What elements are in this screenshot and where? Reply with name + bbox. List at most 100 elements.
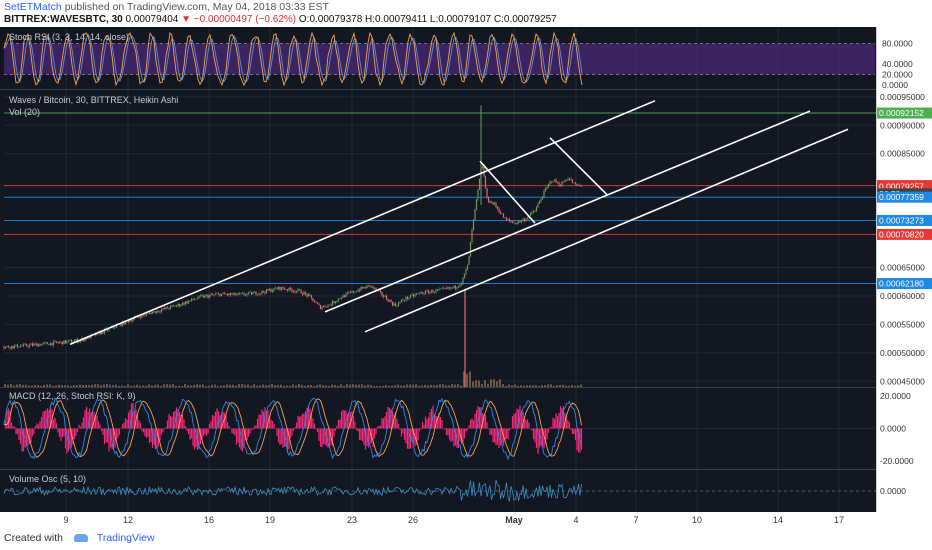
volume-bar bbox=[226, 384, 228, 387]
macd-pane-label: MACD (12, 26, Stoch RSI: K, 9) bbox=[9, 391, 136, 401]
macd-histogram-bar bbox=[301, 413, 304, 429]
macd-histogram-bar bbox=[385, 411, 388, 429]
macd-histogram-bar bbox=[328, 428, 331, 447]
macd-histogram-bar bbox=[336, 425, 338, 429]
volume-bar bbox=[553, 385, 555, 387]
candle-body bbox=[535, 207, 538, 211]
macd-histogram-bar bbox=[559, 406, 562, 429]
candle-body bbox=[321, 307, 323, 309]
macd-histogram-bar bbox=[405, 428, 407, 444]
candle-body bbox=[258, 293, 260, 295]
volume-bar bbox=[367, 384, 369, 387]
candle-body bbox=[366, 285, 368, 289]
candle-body bbox=[199, 295, 202, 297]
macd-histogram-bar bbox=[451, 428, 454, 441]
candle-body bbox=[462, 277, 464, 284]
candle-body bbox=[523, 219, 526, 222]
macd-histogram-bar bbox=[105, 428, 107, 443]
candle-body bbox=[451, 287, 454, 289]
macd-histogram-bar bbox=[391, 411, 394, 429]
volume-bar bbox=[157, 384, 159, 387]
macd-histogram-bar bbox=[402, 428, 404, 434]
candle-body bbox=[180, 305, 182, 307]
macd-histogram-bar bbox=[316, 428, 319, 433]
macd-histogram-bar bbox=[151, 428, 154, 449]
macd-histogram-bar bbox=[415, 428, 418, 445]
macd-histogram-bar bbox=[225, 414, 227, 429]
macd-histogram-bar bbox=[285, 428, 287, 447]
macd-histogram-bar bbox=[190, 428, 193, 439]
macd-histogram-bar bbox=[172, 412, 175, 429]
macd-histogram-bar bbox=[315, 428, 317, 430]
macd-histogram-bar bbox=[565, 415, 568, 429]
candle-body bbox=[387, 299, 389, 302]
candle-body bbox=[42, 343, 44, 345]
macd-histogram-bar bbox=[561, 408, 563, 429]
macd-histogram-bar bbox=[292, 428, 295, 431]
candle-body bbox=[163, 308, 166, 309]
candle-body bbox=[318, 303, 320, 306]
candle-body bbox=[102, 331, 104, 334]
candle-body bbox=[328, 304, 331, 306]
candle-body bbox=[193, 299, 196, 300]
candle-body bbox=[555, 179, 557, 183]
volume-bar bbox=[364, 385, 366, 387]
macd-histogram-bar bbox=[214, 411, 217, 429]
volume-bar bbox=[421, 385, 423, 387]
candle-body bbox=[339, 298, 341, 300]
price-label-box bbox=[876, 214, 932, 226]
candle-body bbox=[130, 320, 133, 322]
macd-histogram-bar bbox=[501, 428, 503, 443]
volume-label: Vol (20) bbox=[9, 107, 40, 117]
macd-histogram-bar bbox=[531, 428, 533, 431]
macd-histogram-bar bbox=[240, 428, 242, 450]
macd-histogram-bar bbox=[469, 419, 472, 429]
macd-histogram-bar bbox=[43, 411, 46, 429]
macd-histogram-bar bbox=[376, 426, 379, 429]
candle-body bbox=[537, 203, 539, 208]
volume-bar bbox=[337, 385, 339, 387]
candle-body bbox=[21, 345, 23, 347]
volume-bar bbox=[343, 385, 345, 387]
price-label-box bbox=[876, 107, 932, 119]
macd-histogram-bar bbox=[538, 428, 541, 448]
candle-body bbox=[282, 287, 284, 289]
candle-body bbox=[469, 241, 472, 257]
macd-histogram-bar bbox=[312, 418, 314, 429]
candle-body bbox=[51, 343, 53, 346]
volume-bar bbox=[37, 385, 39, 387]
candle-body bbox=[415, 293, 418, 295]
candle-body bbox=[408, 297, 410, 299]
macd-histogram-bar bbox=[489, 428, 491, 435]
candle-body bbox=[162, 308, 164, 310]
candle-body bbox=[306, 293, 308, 297]
symbol-name: BITTREX:WAVESBTC, 30 bbox=[4, 14, 123, 25]
macd-histogram-bar bbox=[349, 411, 352, 429]
volume-bar bbox=[466, 373, 468, 387]
candle-body bbox=[247, 292, 250, 294]
macd-histogram-bar bbox=[184, 426, 187, 429]
candle-body bbox=[414, 294, 416, 297]
volume-bar bbox=[217, 385, 219, 387]
price-label: 0.00079257 bbox=[876, 180, 932, 192]
macd-histogram-bar bbox=[525, 420, 527, 429]
candle-body bbox=[496, 206, 499, 209]
macd-histogram-bar bbox=[433, 413, 436, 429]
macd-histogram-bar bbox=[277, 428, 280, 443]
macd-histogram-bar bbox=[474, 413, 476, 429]
macd-histogram-bar bbox=[552, 417, 554, 429]
author-link[interactable]: SetETMatch bbox=[4, 1, 62, 13]
macd-histogram-bar bbox=[453, 428, 455, 447]
volume-bar bbox=[265, 385, 267, 387]
volume-bar bbox=[373, 385, 375, 387]
tradingview-link[interactable]: TradingView bbox=[96, 532, 155, 544]
candle-body bbox=[15, 344, 17, 346]
volume-bar bbox=[433, 385, 435, 387]
macd-histogram-bar bbox=[268, 415, 271, 429]
volume-bar bbox=[550, 384, 552, 387]
macd-histogram-bar bbox=[228, 426, 230, 429]
candle-body bbox=[571, 179, 574, 183]
volume-bar bbox=[286, 385, 288, 387]
candle-body bbox=[18, 347, 20, 348]
